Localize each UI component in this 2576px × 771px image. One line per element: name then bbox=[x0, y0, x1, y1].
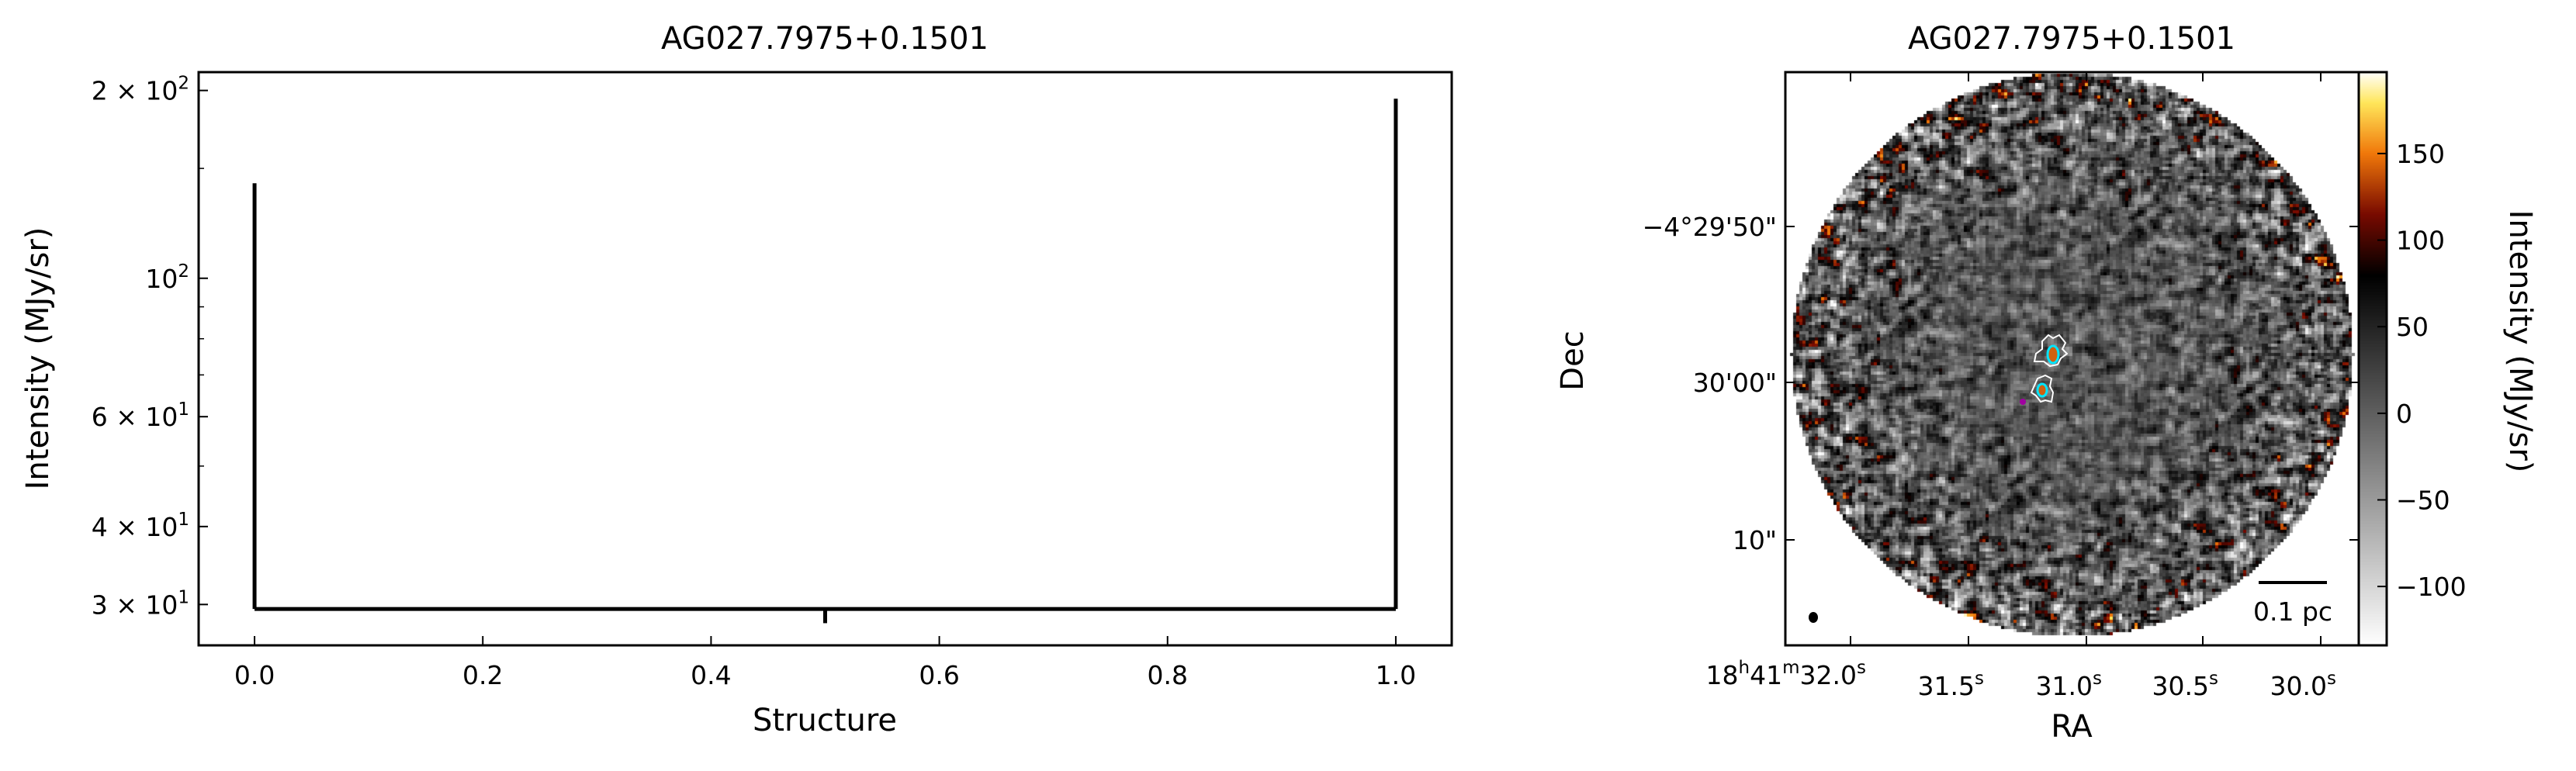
ra-tick-part-s: s bbox=[1857, 658, 1866, 678]
dendrogram-panel: AG027.7975+0.1501 0.0 0.2 0.4 0.6 0.8 1.0 2 × … bbox=[20, 21, 1453, 738]
dec-tick-label: 10" bbox=[1733, 525, 1777, 555]
colorbar-tick-label: 100 bbox=[2396, 226, 2445, 256]
colorbar-label: Intensity (MJy/sr) bbox=[2502, 210, 2538, 473]
y-tick-exponent: 1 bbox=[178, 399, 189, 420]
y-tick-label: 3 × 101 bbox=[92, 587, 189, 620]
colorbar-tick-label: 0 bbox=[2396, 399, 2412, 429]
ra-tick-label: 31.0s bbox=[2036, 669, 2102, 701]
y-tick-label: 102 bbox=[145, 261, 189, 294]
y-tick-label: 2 × 102 bbox=[92, 74, 189, 106]
ra-tick-part-sec: 30.0 bbox=[2270, 671, 2327, 701]
ra-tick-part-s: s bbox=[2327, 669, 2336, 689]
y-tick-base: 10 bbox=[145, 264, 178, 294]
ra-tick-part-m: m bbox=[1782, 658, 1799, 678]
colorbar-frame bbox=[2357, 71, 2388, 647]
ra-tick-part-main: 18 bbox=[1706, 660, 1739, 690]
x-tick-label: 0.2 bbox=[462, 660, 503, 690]
beam-ellipse bbox=[1809, 612, 1818, 623]
dendrogram-title: AG027.7975+0.1501 bbox=[661, 21, 989, 57]
ra-tick-part-sec: 30.5 bbox=[2152, 671, 2209, 701]
y-axis-label: Intensity (MJy/sr) bbox=[20, 227, 56, 490]
ra-axis-label: RA bbox=[2051, 709, 2093, 745]
x-tick-label: 0.4 bbox=[691, 660, 731, 690]
ra-tick-label: 30.5s bbox=[2152, 669, 2218, 701]
ra-tick-part-h: h bbox=[1739, 658, 1750, 678]
contour-white-north bbox=[2033, 334, 2069, 368]
ra-tick-part-s: s bbox=[1975, 669, 1984, 689]
map-title: AG027.7975+0.1501 bbox=[1908, 21, 2235, 57]
colorbar-tick-label: −50 bbox=[2396, 485, 2450, 515]
map-axes-frame bbox=[1784, 71, 2360, 647]
ra-tick-label: 18h41m32.0s bbox=[1706, 658, 1866, 690]
x-tick-label: 0.0 bbox=[234, 660, 275, 690]
y-tick-label: 4 × 101 bbox=[92, 510, 189, 542]
x-tick-label: 0.6 bbox=[919, 660, 959, 690]
y-tick-base: 2 × 10 bbox=[92, 76, 178, 106]
ra-tick-part-mid: 41 bbox=[1750, 660, 1782, 690]
ra-tick-part-sec: 31.5 bbox=[1918, 671, 1975, 701]
y-tick-base: 4 × 10 bbox=[92, 512, 178, 542]
contour-cyan-north bbox=[2046, 344, 2060, 365]
y-tick-exponent: 2 bbox=[178, 74, 189, 94]
contour-magenta bbox=[2020, 399, 2026, 405]
y-tick-exponent: 1 bbox=[178, 510, 189, 530]
colorbar-tick-label: 50 bbox=[2396, 312, 2429, 342]
dec-tick-label: 30'00" bbox=[1693, 368, 1777, 398]
x-tick-label: 1.0 bbox=[1376, 660, 1416, 690]
contour-cyan-south bbox=[2036, 382, 2048, 398]
ra-tick-label: 30.0s bbox=[2270, 669, 2336, 701]
ra-tick-part-sec: 31.0 bbox=[2036, 671, 2093, 701]
x-tick-label: 0.8 bbox=[1148, 660, 1188, 690]
ra-tick-part-s: s bbox=[2093, 669, 2102, 689]
colorbar-tick-label: 150 bbox=[2396, 139, 2445, 169]
dec-axis-label: Dec bbox=[1555, 330, 1591, 390]
dec-tick-label: −4°29'50" bbox=[1643, 212, 1777, 242]
scale-bar-label: 0.1 pc bbox=[2253, 596, 2332, 627]
contour-white-south bbox=[2030, 374, 2055, 403]
dendrogram-axes-frame bbox=[197, 71, 1453, 647]
colorbar-tick-label: −100 bbox=[2396, 572, 2467, 602]
y-tick-exponent: 2 bbox=[178, 261, 189, 282]
ra-tick-part-sec: 32.0 bbox=[1800, 660, 1857, 690]
ra-tick-label: 31.5s bbox=[1918, 669, 1984, 701]
ra-tick-part-s: s bbox=[2209, 669, 2218, 689]
y-tick-label: 6 × 101 bbox=[92, 399, 189, 432]
y-tick-exponent: 1 bbox=[178, 587, 189, 607]
y-tick-base: 6 × 10 bbox=[92, 402, 178, 432]
x-axis-label: Structure bbox=[753, 703, 897, 738]
y-tick-base: 3 × 10 bbox=[92, 589, 178, 620]
